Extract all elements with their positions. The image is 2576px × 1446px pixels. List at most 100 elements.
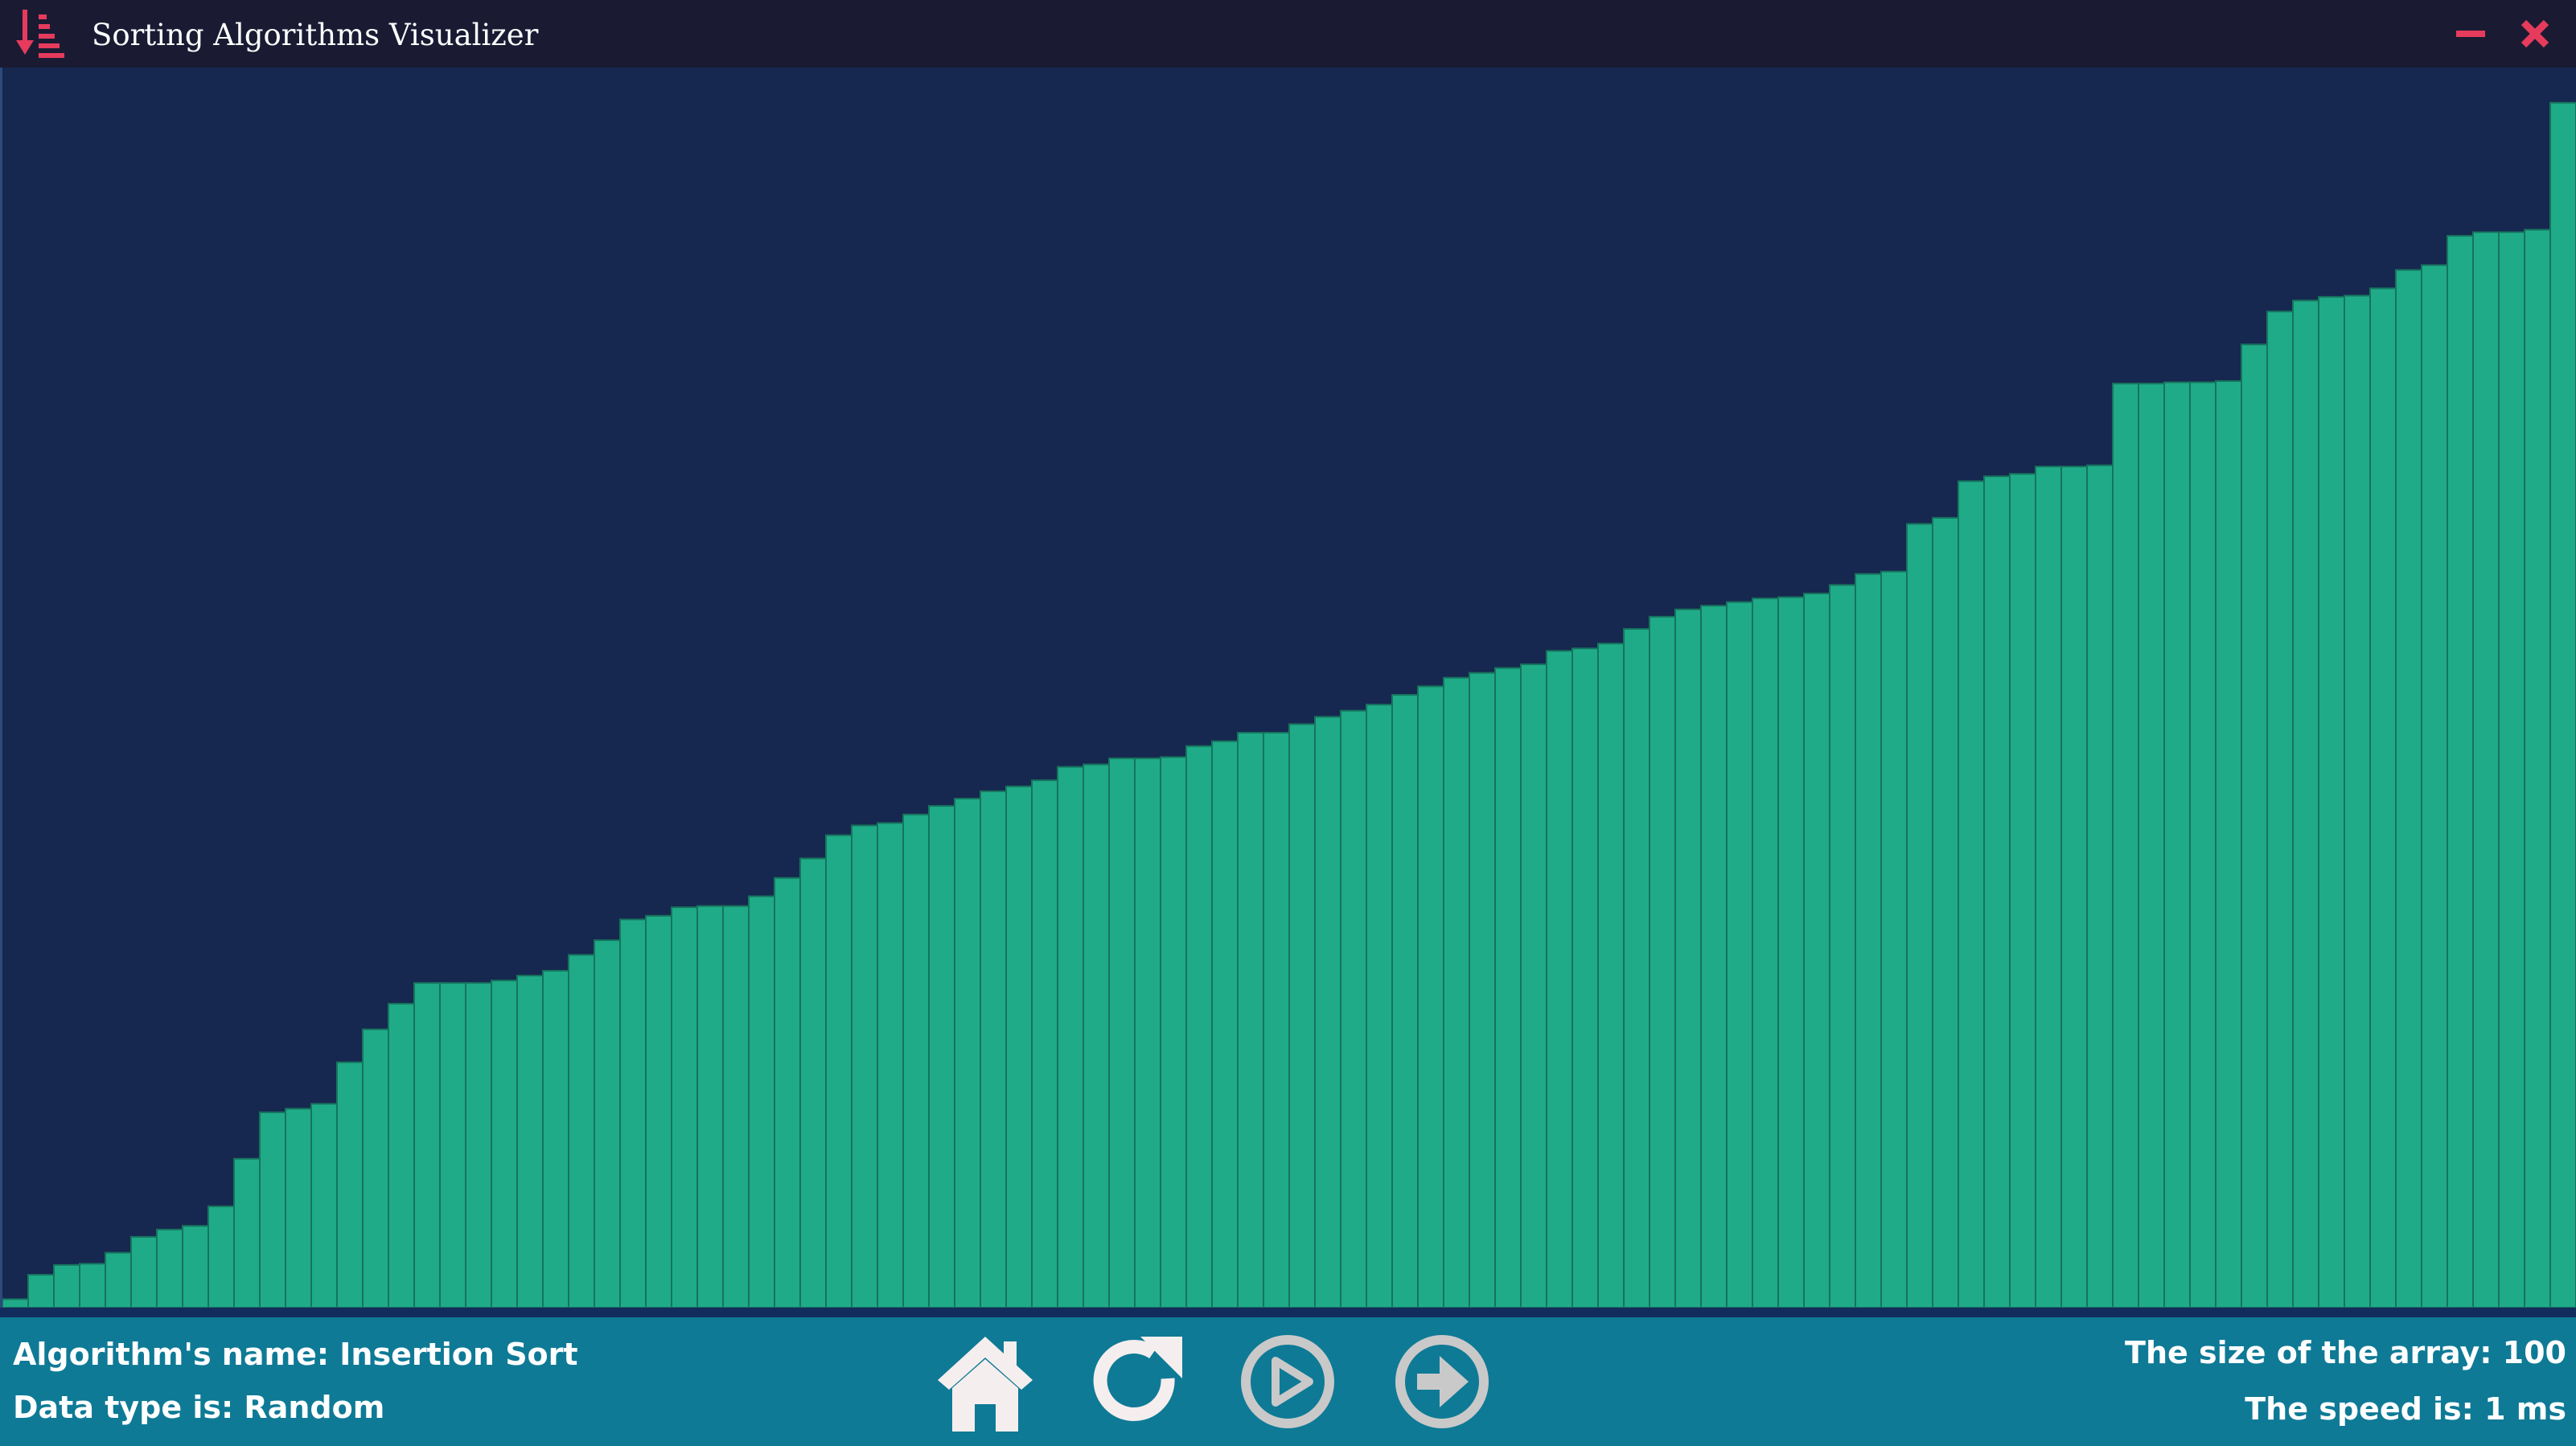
array-bar [207,1206,235,1308]
array-bar [1777,596,1805,1308]
array-bar [1855,573,1882,1308]
reset-button[interactable] [1084,1325,1189,1438]
array-bar [2241,343,2268,1308]
array-bar [130,1235,158,1308]
array-bar [2189,381,2217,1308]
array-bar [439,982,466,1308]
array-bar [671,906,698,1308]
divider [0,1308,2576,1317]
array-bar [1469,672,1496,1308]
array-bar [825,834,853,1308]
array-bar [619,918,647,1308]
array-bar [1005,785,1033,1308]
array-bar [2318,296,2345,1308]
array-bar [1443,676,1470,1308]
array-bar [1571,647,1599,1308]
array-bar [2086,464,2114,1308]
next-step-button[interactable] [1390,1325,1494,1438]
array-bar [1134,757,1161,1308]
array-bar [851,824,878,1308]
array-bar [1340,709,1367,1308]
array-bar [568,954,595,1308]
array-bar [902,813,930,1308]
array-bar [2112,382,2139,1308]
array-bar [1083,763,1110,1308]
array-bar [2,1298,29,1308]
array-bar [413,982,441,1308]
array-bar [1108,757,1136,1308]
array-bar [2524,228,2551,1308]
array-bar [27,1274,55,1308]
array-bar [1211,740,1239,1308]
array-bar [1700,605,1728,1308]
play-circle-icon [1241,1335,1334,1428]
array-bar [696,905,724,1308]
algorithm-name-label: Algorithm's name: Insertion Sort [13,1337,578,1372]
array-bar [1263,732,1290,1308]
close-button[interactable] [2512,11,2558,56]
array-bar [53,1263,80,1308]
array-bar [336,1061,364,1308]
array-bar [516,975,544,1308]
array-bar [1185,745,1213,1308]
array-bar [2266,310,2294,1308]
array-bar [1623,627,1650,1308]
array-bar [362,1028,389,1308]
refresh-icon [1093,1337,1182,1421]
array-bar [2009,473,2036,1308]
array-bar [156,1228,183,1308]
home-button[interactable] [933,1325,1037,1438]
array-bar [2215,380,2242,1308]
array-bar [954,797,981,1308]
array-bar [491,980,518,1308]
array-bar [2549,101,2576,1308]
array-bar [1829,584,1856,1308]
bar-chart [0,68,2576,1308]
array-bar [285,1107,312,1308]
array-bar [79,1263,106,1308]
array-bar [233,1157,261,1308]
title-bar: Sorting Algorithms Visualizer [0,0,2576,68]
array-bar [1160,756,1187,1308]
array-bar [2498,231,2525,1308]
array-bar [1880,570,1908,1308]
array-bar [1726,601,1753,1308]
array-bar [2292,299,2319,1308]
status-bar: Algorithm's name: Insertion Sort Data ty… [0,1317,2576,1446]
sort-descending-icon [16,8,69,61]
array-bar [542,970,569,1308]
array-bar [2447,235,2474,1308]
array-bar [1237,732,1264,1308]
home-icon [938,1337,1033,1432]
data-type-label: Data type is: Random [13,1390,385,1425]
array-bar [594,939,621,1308]
array-bar [1031,779,1058,1308]
array-bar [388,1003,415,1308]
array-bar [1314,716,1341,1308]
array-bar [1983,475,2011,1308]
play-button[interactable] [1235,1325,1340,1438]
array-bar [1391,693,1419,1308]
array-bar [722,905,750,1308]
array-bar [1674,608,1702,1308]
array-bar [2060,466,2088,1308]
minus-icon [2456,31,2485,37]
array-bar [2369,287,2397,1308]
array-bar [1932,516,1959,1308]
array-bar [2138,382,2165,1308]
array-bar [1597,643,1625,1308]
array-bar [645,914,672,1308]
array-bar [877,822,904,1308]
array-bar [1057,766,1084,1308]
minimize-button[interactable] [2448,11,2493,56]
array-bar [1752,598,1779,1308]
array-bar [2344,294,2371,1308]
array-bar [928,805,955,1308]
array-bar [799,857,827,1308]
window-title: Sorting Algorithms Visualizer [92,18,539,52]
array-bar [1906,523,1933,1308]
array-bar [2472,231,2500,1308]
array-bar [1494,667,1522,1308]
array-bar [259,1111,286,1308]
close-icon [2521,19,2549,48]
